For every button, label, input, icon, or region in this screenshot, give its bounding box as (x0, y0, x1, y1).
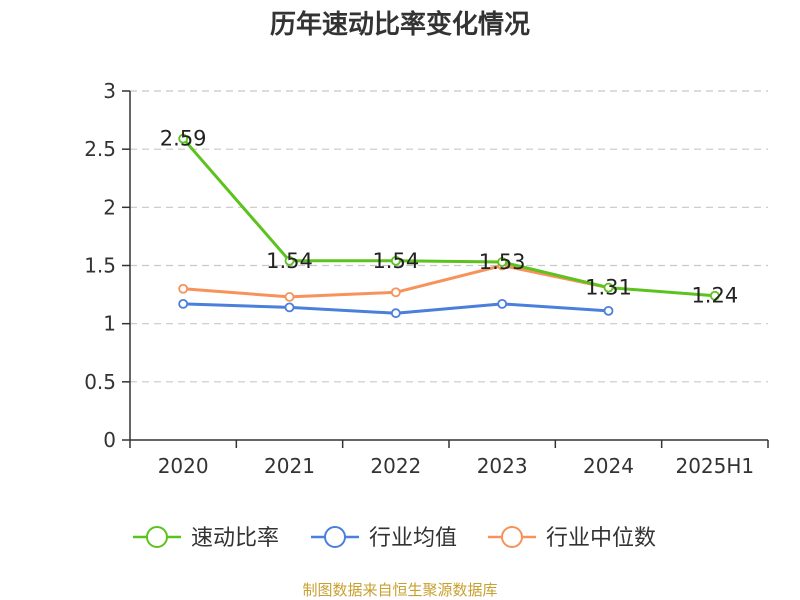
data-point (284, 255, 295, 266)
data-point (178, 283, 189, 294)
y-tick-label: 3 (103, 79, 116, 103)
y-tick-label: 0.5 (84, 370, 116, 394)
data-label: 2.59 (160, 127, 207, 151)
data-label: 1.24 (691, 284, 738, 308)
x-tick-label: 2020 (158, 454, 209, 478)
data-point (178, 298, 189, 309)
data-point (284, 302, 295, 313)
legend-item-1[interactable]: 行业均值 (311, 526, 457, 551)
data-point (178, 133, 189, 144)
series-layer (178, 133, 720, 319)
data-label: 1.31 (585, 276, 632, 300)
data-point (603, 305, 614, 316)
data-point (709, 290, 720, 301)
y-tick-label: 2.5 (84, 137, 116, 161)
data-point (497, 298, 508, 309)
data-label: 1.53 (479, 250, 526, 274)
gridlines (130, 90, 768, 383)
data-point (284, 292, 295, 302)
legend-label: 行业中位数 (546, 526, 656, 551)
legend-label: 速动比率 (191, 526, 279, 551)
x-tick-label: 2024 (583, 454, 634, 478)
data-point (390, 308, 401, 319)
legend[interactable]: 速动比率 行业均值 行业中位数 (133, 526, 656, 551)
legend-label: 行业均值 (369, 526, 457, 551)
data-point (390, 255, 401, 266)
chart-title: 历年速动比率变化情况 (270, 9, 530, 40)
legend-item-2[interactable]: 行业中位数 (488, 526, 656, 551)
series-line-0 (182, 137, 715, 298)
x-tick-label: 2022 (370, 454, 421, 478)
legend-marker (324, 526, 346, 548)
y-tick-label: 0 (103, 428, 116, 452)
data-point (497, 257, 508, 267)
legend-marker (146, 526, 168, 548)
y-tick-label: 1 (103, 312, 116, 336)
x-tick-label: 2025H1 (675, 454, 754, 478)
axes: 0 0.5 1 1.5 2 2.5 3 2020 2021 2022 2023 2024 2025H1 (84, 79, 769, 478)
y-tick-label: 1.5 (84, 254, 116, 278)
y-tick-label: 2 (103, 195, 116, 219)
data-labels: 2.59 1.54 1.54 1.53 1.31 1.24 (160, 127, 738, 308)
data-point (390, 287, 401, 298)
x-tick-label: 2021 (264, 454, 315, 478)
legend-item-0[interactable]: 速动比率 (133, 526, 279, 551)
data-label: 1.54 (372, 249, 419, 273)
x-tick-label: 2023 (477, 454, 528, 478)
source-note: 制图数据来自恒生聚源数据库 (302, 581, 497, 599)
legend-marker (501, 526, 523, 548)
data-point (603, 282, 614, 293)
data-label: 1.54 (266, 249, 313, 273)
